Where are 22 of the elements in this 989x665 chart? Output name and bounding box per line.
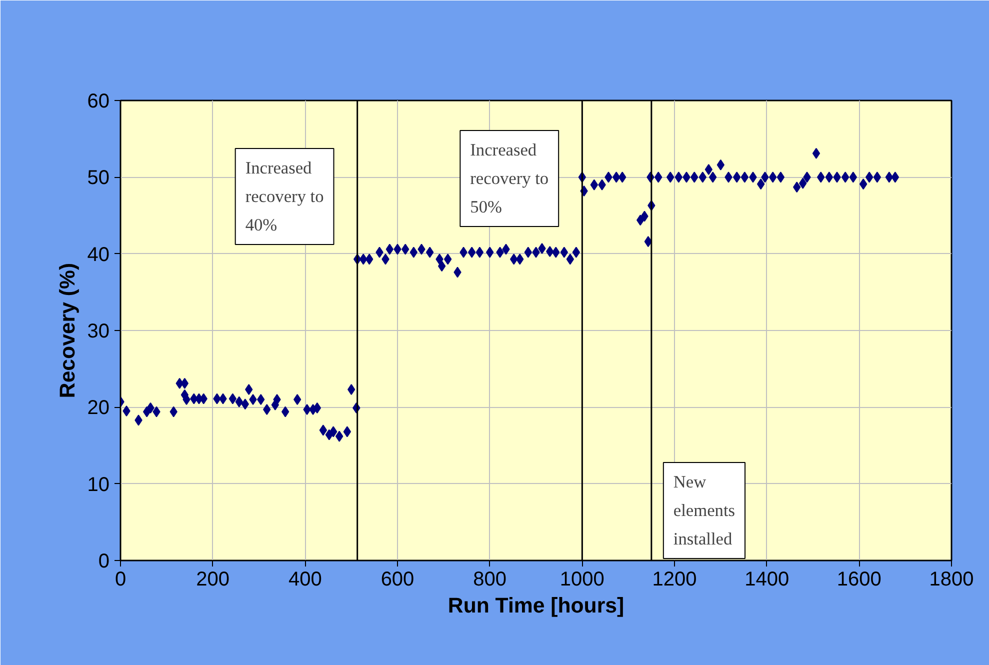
y-tick-label: 50 xyxy=(87,167,110,190)
x-tick-label: 200 xyxy=(196,568,230,590)
ref-line-label: Increased recovery to 50% xyxy=(470,140,549,216)
x-tick-label: 1400 xyxy=(744,568,790,590)
x-tick-label: 600 xyxy=(380,568,414,590)
y-tick-label: 30 xyxy=(87,320,110,342)
y-tick-label: 20 xyxy=(87,397,110,420)
x-tick-label: 0 xyxy=(114,568,126,590)
y-tick-label: 10 xyxy=(87,474,110,496)
ref-line-label: Increased recovery to 40% xyxy=(245,158,324,234)
ref-line-label: New elements installed xyxy=(673,472,736,548)
x-tick-label: 1600 xyxy=(836,568,882,590)
y-tick-label: 0 xyxy=(98,550,110,572)
y-tick-label: 60 xyxy=(87,90,110,112)
y-axis-title: Recovery (%) xyxy=(55,262,80,398)
x-tick-label: 1000 xyxy=(560,568,604,590)
x-tick-label: 1800 xyxy=(929,568,974,590)
x-tick-label: 1200 xyxy=(652,568,697,590)
y-tick-label: 40 xyxy=(87,244,110,266)
x-axis-title: Run Time [hours] xyxy=(448,594,624,618)
x-tick-label: 400 xyxy=(288,568,322,590)
x-tick-label: 800 xyxy=(473,568,507,590)
